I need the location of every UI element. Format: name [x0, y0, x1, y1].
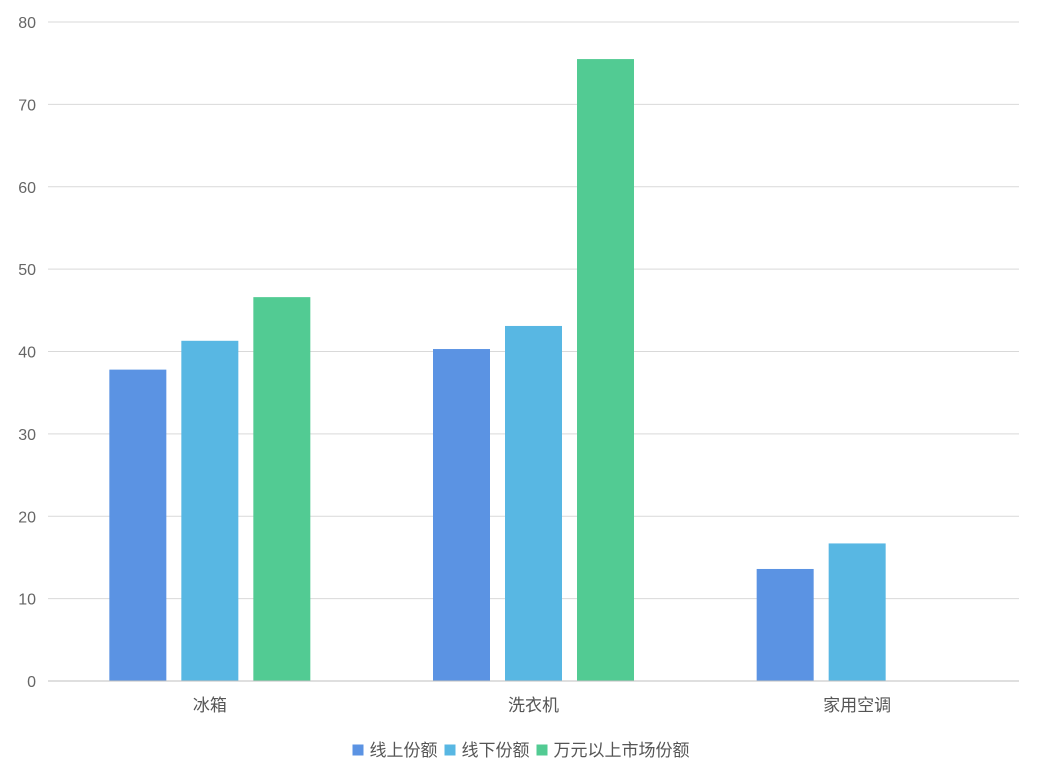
- bar: [253, 297, 311, 681]
- legend-label: 万元以上市场份额: [554, 741, 690, 761]
- legend-label: 线上份额: [370, 741, 438, 761]
- y-tick-label: 30: [18, 427, 36, 444]
- y-tick-label: 60: [18, 180, 36, 197]
- bar: [433, 349, 490, 681]
- x-axis-category-labels: 冰箱 洗衣机 家用空调: [193, 696, 891, 716]
- y-tick-label: 80: [18, 15, 36, 32]
- bar: [828, 543, 886, 681]
- bars: [109, 59, 886, 682]
- x-category-label: 洗衣机: [508, 696, 559, 716]
- legend-swatch: [352, 744, 364, 756]
- legend-label: 线下份额: [462, 741, 530, 761]
- legend-swatch: [536, 744, 548, 756]
- x-category-label: 冰箱: [193, 696, 227, 716]
- y-tick-label: 20: [18, 509, 36, 526]
- bar: [109, 369, 167, 681]
- y-axis-tick-labels: 0 10 20 30 40 50 60 70 80: [18, 15, 36, 691]
- bar: [756, 568, 814, 681]
- legend-swatch: [444, 744, 456, 756]
- y-tick-label: 0: [27, 674, 36, 691]
- legend: 线上份额 线下份额 万元以上市场份额: [352, 741, 690, 761]
- bar: [181, 340, 239, 681]
- x-category-label: 家用空调: [823, 696, 891, 716]
- y-tick-label: 40: [18, 345, 36, 362]
- y-tick-label: 50: [18, 262, 36, 279]
- bar: [577, 59, 634, 682]
- y-tick-label: 70: [18, 97, 36, 114]
- bar: [505, 325, 562, 681]
- y-tick-label: 10: [18, 592, 36, 609]
